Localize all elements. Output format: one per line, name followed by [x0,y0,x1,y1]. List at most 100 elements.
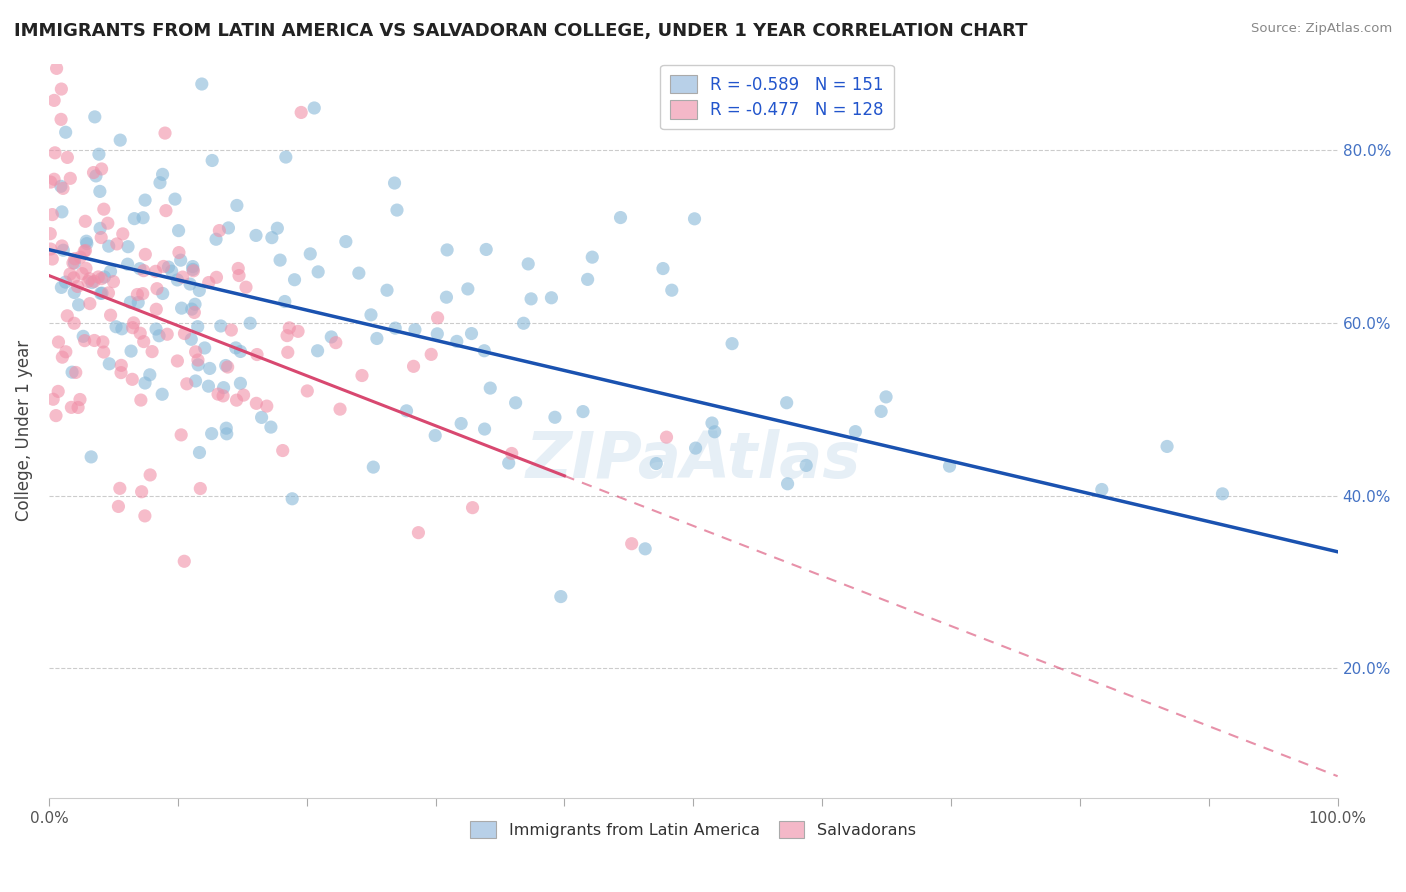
Point [87,147,110,161]
Point [90,286,112,301]
Point [39,227,62,241]
Point [212,389,235,403]
Point [173,326,195,341]
Point [215,421,238,435]
Point [66,279,89,293]
Point [108,481,131,495]
Point [63,285,86,300]
Point [90,271,112,285]
Point [105,319,128,334]
Point [122,316,145,330]
Point [60,401,83,415]
Point [461,500,484,515]
Point [127,295,149,310]
Point [129,393,152,408]
Point [128,261,150,276]
Point [166,354,188,368]
Point [110,366,132,380]
Point [277,345,299,359]
Point [55,125,77,139]
Point [201,153,224,168]
Point [87,269,110,284]
Point [180,332,202,346]
Point [404,323,426,337]
Point [91,334,114,349]
Point [79,271,101,285]
Point [347,266,370,280]
Point [179,277,201,291]
Point [269,253,291,268]
Point [167,245,190,260]
Point [198,361,221,376]
Point [170,253,193,268]
Point [107,500,129,514]
Point [93,345,115,359]
Point [335,235,357,249]
Point [426,326,449,341]
Point [212,381,235,395]
Point [703,425,725,439]
Point [141,344,163,359]
Point [51,205,73,219]
Point [363,460,385,475]
Point [111,322,134,336]
Point [307,343,329,358]
Point [173,554,195,568]
Point [41,208,63,222]
Point [661,283,683,297]
Point [72,329,94,343]
Point [103,275,125,289]
Point [181,262,204,277]
Point [278,321,301,335]
Point [90,230,112,244]
Point [870,404,893,418]
Point [207,387,229,401]
Point [1091,483,1114,497]
Point [41,252,63,266]
Point [576,272,599,286]
Point [700,416,723,430]
Point [83,165,105,179]
Point [51,280,73,294]
Point [152,167,174,181]
Point [105,236,128,251]
Point [436,290,458,304]
Point [645,457,668,471]
Point [42,172,65,186]
Point [260,420,283,434]
Point [188,445,211,459]
Point [360,308,382,322]
Point [84,169,107,183]
Point [56,150,79,164]
Point [73,334,96,348]
Point [609,211,631,225]
Point [271,443,294,458]
Point [69,392,91,407]
Point [59,171,82,186]
Point [75,214,97,228]
Point [232,388,254,402]
Point [450,417,472,431]
Point [59,267,82,281]
Point [215,359,238,373]
Point [457,282,479,296]
Point [111,227,134,241]
Point [170,428,193,442]
Point [62,256,84,270]
Point [48,334,70,349]
Point [572,404,595,418]
Y-axis label: College, Under 1 year: College, Under 1 year [15,341,32,522]
Point [217,359,239,374]
Point [215,426,238,441]
Point [307,265,329,279]
Point [276,328,298,343]
Point [256,399,278,413]
Point [132,211,155,225]
Point [188,482,211,496]
Point [205,270,228,285]
Point [246,347,269,361]
Point [283,273,305,287]
Point [501,446,523,460]
Point [260,230,283,244]
Point [208,223,231,237]
